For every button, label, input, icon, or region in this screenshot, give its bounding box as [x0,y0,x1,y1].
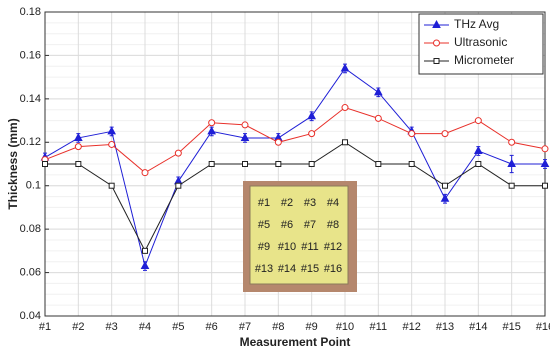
x-tick-label: #10 [336,321,354,333]
y-tick-label: 0.06 [20,266,41,278]
y-tick-label: 0.04 [20,310,41,322]
marker [74,143,82,151]
marker [373,87,383,96]
marker [507,158,517,167]
x-tick-label: #15 [502,321,520,333]
series-line [44,106,546,174]
x-tick-label: #3 [106,321,118,333]
inset-label: #6 [281,219,293,231]
marker [75,161,82,167]
marker [240,132,250,141]
inset-label: #2 [281,197,293,209]
inset-label: #15 [301,263,319,275]
marker [242,161,248,167]
marker [508,182,515,189]
marker [308,161,315,167]
x-tick-label: #1 [39,321,51,333]
x-tick-label: #9 [306,321,318,333]
marker [473,145,483,154]
inset-label: #11 [301,241,319,253]
inset-label: #13 [255,263,273,275]
x-tick-label: #13 [436,321,454,333]
legend-label: THz Avg [454,17,499,31]
marker [540,158,550,167]
marker [408,161,415,167]
y-tick-label: 0.12 [20,136,41,148]
inset-label: #3 [304,197,316,209]
inset-label: #12 [324,241,342,253]
marker [307,111,317,120]
x-tick-label: #8 [272,321,284,333]
x-tick-label: #14 [469,321,487,333]
marker [440,193,450,202]
marker [208,119,216,127]
marker [141,169,149,177]
marker [474,117,482,125]
marker [341,104,349,112]
y-tick-label: 0.1 [26,180,41,192]
marker [142,247,148,254]
x-tick-label: #11 [370,321,388,333]
y-tick-label: 0.18 [20,6,41,18]
inset-label: #5 [258,219,270,231]
marker [174,149,182,157]
x-tick-label: #7 [239,321,251,333]
inset-label: #14 [278,263,296,275]
inset-photo: #1 #2 #3 #4 #5 #6 #7 #8 #9 #10 #11 #12 #13 #14 #15 #16 [243,181,357,292]
marker [374,114,382,122]
legend-marker [433,39,440,47]
marker [441,130,449,138]
marker [107,126,117,135]
marker [308,130,316,138]
x-tick-label: #4 [139,321,151,333]
marker [108,182,115,189]
inset-label: #1 [258,197,270,209]
marker [541,145,549,153]
marker [73,132,83,141]
marker [275,161,282,167]
y-tick-label: 0.16 [20,49,41,61]
marker [340,63,350,72]
marker [342,139,348,146]
marker [375,161,382,167]
marker [207,126,217,135]
marker [175,182,182,189]
marker [274,138,282,146]
legend-marker [433,58,440,64]
inset-label: #10 [278,241,296,253]
y-axis-label: Thickness (mm) [6,118,20,209]
legend-label: Ultrasonic [454,35,507,49]
marker [475,161,482,167]
marker [140,261,150,270]
x-axis-label: Measurement Point [240,335,351,349]
x-tick-label: #6 [206,321,218,333]
y-tick-label: 0.08 [20,223,41,235]
x-tick-label: #5 [172,321,184,333]
x-tick-label: #12 [402,321,420,333]
marker [42,161,48,167]
legend-marker [432,19,441,28]
marker [442,182,448,189]
marker [542,182,548,189]
marker [241,121,249,129]
legend-label: Micrometer [454,53,514,67]
inset-label: #16 [324,263,342,275]
x-tick-label: #2 [72,321,84,333]
sample-square [249,185,349,285]
inset-label: #4 [327,197,339,209]
inset-label: #7 [304,219,316,231]
marker [108,140,116,148]
marker [508,138,516,146]
x-tick-label: #16 [536,321,550,333]
series-line [45,141,545,252]
marker [408,130,416,138]
marker [208,161,215,167]
inset-label: #8 [327,219,339,231]
y-tick-label: 0.14 [20,93,41,105]
inset-label: #9 [258,241,270,253]
